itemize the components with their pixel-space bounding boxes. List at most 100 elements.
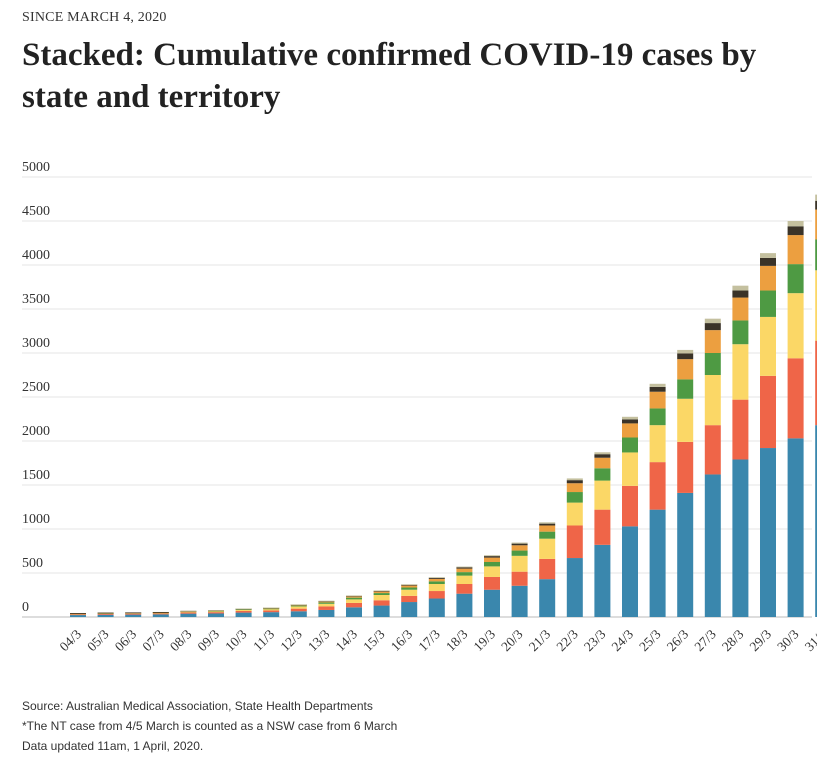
bar-segment [484, 555, 500, 557]
bar-segment [649, 408, 666, 426]
bar-segment [263, 608, 280, 610]
bar-segment [346, 607, 362, 617]
bar-segment [732, 459, 749, 617]
bar-segment [208, 613, 224, 617]
bar-segment [539, 523, 556, 526]
bar-segment [318, 603, 335, 607]
bar-segment [263, 607, 280, 609]
bar-segment [760, 316, 776, 376]
bar-segment [732, 297, 749, 321]
bar-segment [815, 200, 817, 210]
bar-segment [760, 257, 776, 266]
bar-segment [815, 425, 817, 617]
bar-segment [290, 605, 307, 607]
bar-segment [649, 383, 666, 387]
bar-segment [373, 605, 390, 617]
bar-segment [484, 589, 500, 617]
x-tick-label: 04/3 [57, 626, 85, 654]
bar-segment [70, 615, 86, 617]
bar-segment [263, 609, 280, 611]
bar-segment [401, 587, 418, 590]
bar-segment [649, 391, 666, 409]
bar-segment [594, 509, 611, 545]
bar-segment [594, 454, 611, 458]
bar-segment [566, 480, 583, 484]
bar-segment [318, 602, 335, 604]
bar-stack [152, 611, 169, 617]
bar-segment [704, 318, 721, 324]
bar-segment [346, 602, 362, 608]
bar-segment [649, 509, 666, 617]
bar-segment [760, 290, 776, 317]
x-tick-label: 14/3 [333, 626, 361, 654]
bar-segment [760, 448, 776, 617]
bar-segment [235, 609, 252, 610]
bar-segment [290, 606, 307, 609]
bar-segment [318, 601, 335, 603]
y-tick-label: 3000 [22, 336, 50, 351]
bar-segment [456, 566, 473, 568]
bar-segment [346, 599, 362, 603]
bar-segment [815, 340, 817, 426]
bar-segment [456, 572, 473, 576]
bar-stack [70, 613, 86, 617]
bar-segment [622, 437, 638, 453]
bar-segment [318, 606, 335, 610]
bar-segment [677, 349, 694, 354]
bar-segment [484, 566, 500, 577]
bar-segment [649, 425, 666, 463]
bar-segment [428, 591, 445, 599]
bar-segment [622, 416, 638, 420]
bar-segment [732, 399, 749, 460]
bar-stack [208, 610, 224, 617]
bar-segment [484, 576, 500, 590]
bar-stack [622, 416, 638, 617]
bar-segment [594, 468, 611, 481]
bar-stack [484, 555, 500, 617]
bar-segment [428, 584, 445, 592]
bar-segment [732, 320, 749, 345]
chart-footer: Source: Australian Medical Association, … [22, 696, 397, 756]
bar-segment [346, 596, 362, 598]
bar-segment [594, 544, 611, 617]
bar-segment [594, 457, 611, 469]
x-tick-label: 31/3 [802, 626, 817, 654]
bar-segment [152, 614, 169, 617]
bar-segment [704, 323, 721, 331]
bar-segment [318, 609, 335, 617]
bar-segment [346, 597, 362, 600]
bar-segment [787, 221, 804, 227]
bar-segment [732, 344, 749, 400]
bar-segment [152, 613, 169, 615]
x-tick-label: 12/3 [277, 626, 305, 654]
bar-segment [290, 604, 307, 606]
y-tick-label: 5000 [22, 160, 50, 175]
bar-stack [594, 452, 611, 617]
bar-segment [428, 578, 445, 582]
bar-stack [428, 577, 445, 617]
bar-segment [235, 609, 252, 612]
bar-segment [125, 614, 142, 617]
bar-segment [346, 595, 362, 597]
bar-segment [677, 441, 694, 493]
chart-title: Stacked: Cumulative confirmed COVID-19 c… [22, 37, 757, 115]
bar-segment [428, 577, 445, 579]
bar-stack [401, 584, 418, 617]
x-tick-label: 06/3 [112, 626, 140, 654]
bar-segment [152, 611, 169, 613]
bar-segment [732, 290, 749, 298]
footnote: *The NT case from 4/5 March is counted a… [22, 719, 398, 733]
bar-segment [235, 612, 252, 617]
bar-segment [815, 270, 817, 341]
bar-segment [815, 209, 817, 240]
bar-segment [566, 478, 583, 481]
bar-stack [704, 318, 721, 617]
bar-segment [815, 194, 817, 201]
bar-segment [649, 386, 666, 392]
bar-segment [511, 542, 528, 544]
x-tick-label: 30/3 [774, 626, 802, 654]
bar-segment [649, 462, 666, 510]
bar-segment [456, 568, 473, 573]
bar-segment [97, 614, 114, 617]
bar-segment [622, 526, 638, 617]
